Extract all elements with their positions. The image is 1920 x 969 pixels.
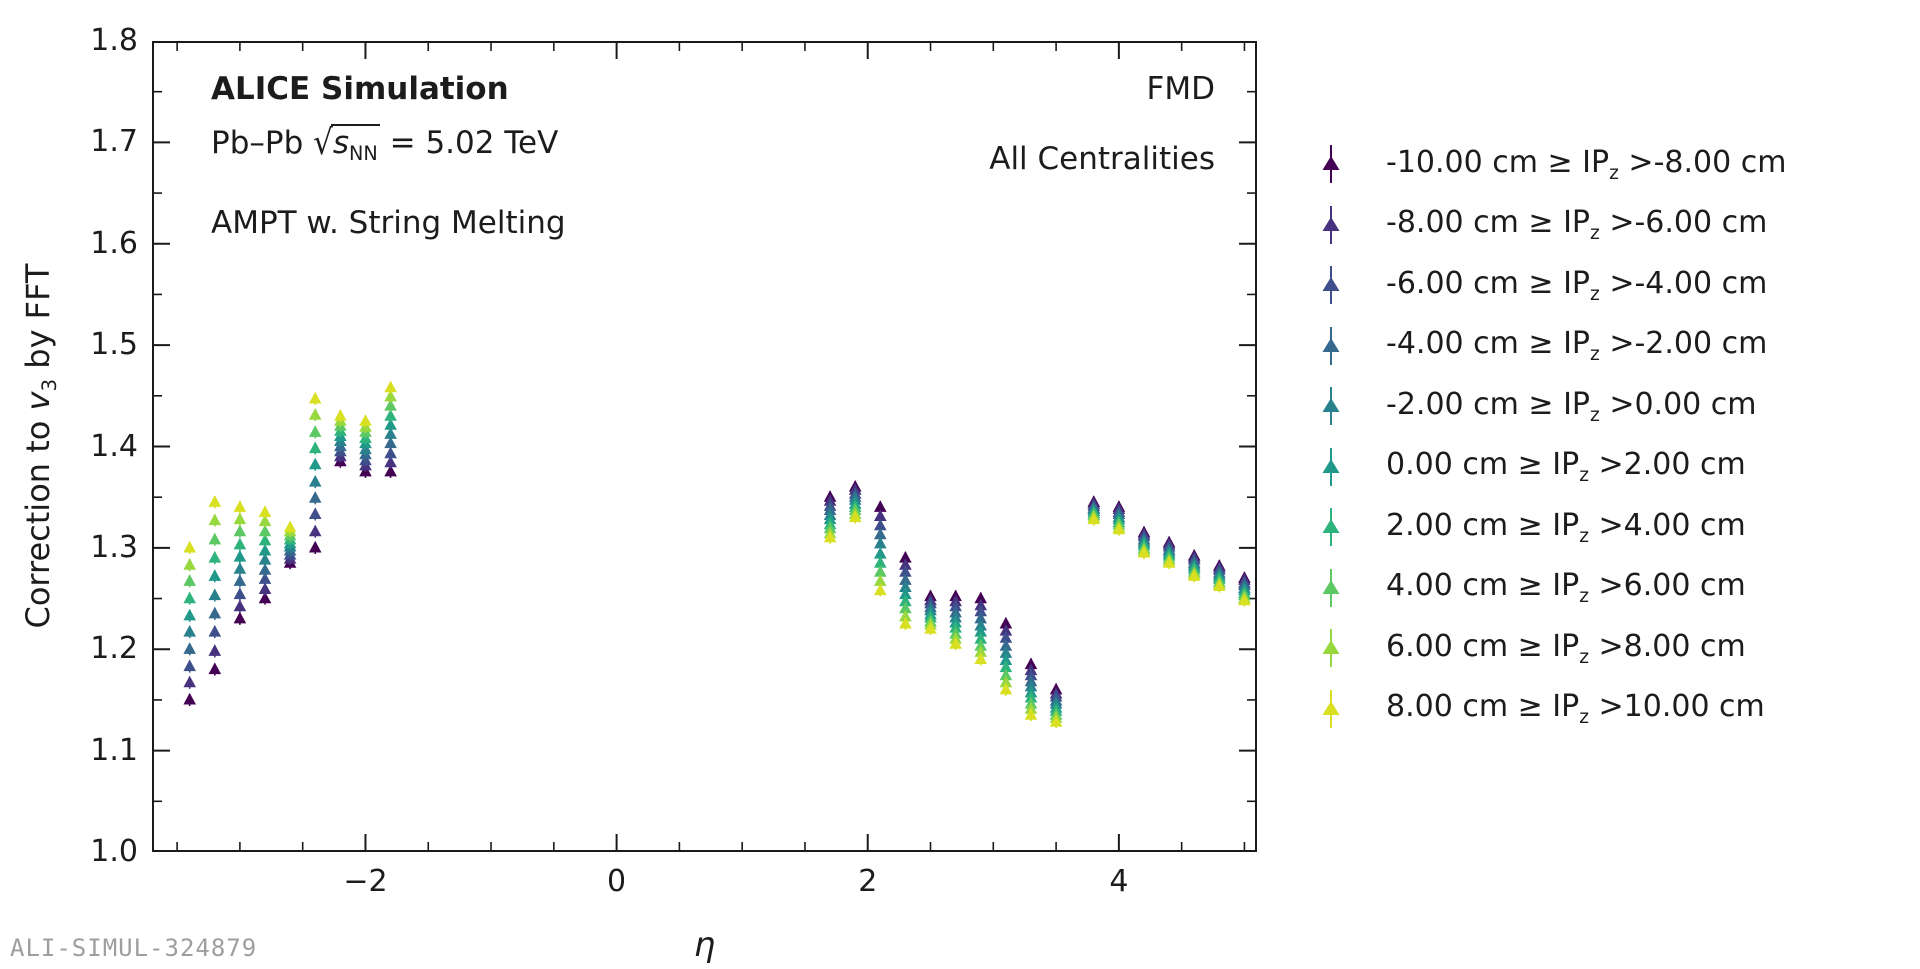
legend-marker-icon — [1322, 689, 1340, 728]
legend-marker-icon — [1322, 205, 1340, 244]
eta-cluster — [384, 380, 397, 478]
eta-cluster — [359, 414, 372, 478]
legend-marker-icon — [1322, 447, 1340, 486]
figure-id-watermark: ALI-SIMUL-324879 — [10, 934, 258, 962]
y-tick-label: 1.3 — [90, 529, 138, 565]
legend-item: -10.00 cm ≥ IPz >-8.00 cm — [1318, 134, 1786, 195]
y-tick-label: 1.6 — [90, 225, 138, 261]
legend-item-label: 6.00 cm ≥ IPz >8.00 cm — [1386, 628, 1746, 668]
legend-marker-icon — [1322, 508, 1340, 547]
collision-system-label: Pb–Pb √sNN = 5.02 TeV — [211, 122, 559, 166]
system-suffix: = 5.02 TeV — [379, 125, 559, 161]
eta-cluster — [1087, 495, 1101, 526]
eta-cluster — [899, 551, 912, 630]
y-tick-label: 1.2 — [90, 631, 138, 667]
eta-cluster — [924, 589, 937, 636]
eta-cluster — [1024, 657, 1038, 722]
legend-item: -6.00 cm ≥ IPz >-4.00 cm — [1318, 255, 1786, 316]
x-tick-label: −2 — [343, 864, 388, 899]
plot-canvas — [152, 41, 1257, 852]
y-axis-label-suffix: by FFT — [18, 263, 57, 379]
y-axis-variable: v — [18, 391, 57, 411]
eta-cluster — [283, 520, 297, 570]
eta-cluster — [1112, 500, 1126, 536]
eta-cluster — [308, 391, 322, 554]
eta-cluster — [1162, 535, 1176, 570]
eta-cluster — [258, 505, 272, 605]
legend-item-label: -2.00 cm ≥ IPz >0.00 cm — [1386, 386, 1757, 426]
legend-item: 8.00 cm ≥ IPz >10.00 cm — [1318, 679, 1786, 740]
legend-item-label: -10.00 cm ≥ IPz >-8.00 cm — [1386, 144, 1787, 184]
eta-cluster — [823, 490, 837, 544]
model-label: AMPT w. String Melting — [211, 205, 566, 241]
x-tick-label: 0 — [607, 864, 627, 899]
x-tick-label: 2 — [858, 864, 878, 899]
y-tick-label: 1.0 — [90, 834, 138, 869]
eta-cluster — [949, 589, 962, 651]
y-tick-label: 1.5 — [90, 327, 138, 363]
eta-cluster — [233, 500, 247, 625]
y-tick-label: 1.7 — [90, 124, 138, 160]
legend-item: -2.00 cm ≥ IPz >0.00 cm — [1318, 376, 1786, 437]
y-tick-label: 1.4 — [90, 428, 138, 464]
system-prefix: Pb–Pb — [211, 125, 314, 161]
eta-cluster — [1213, 559, 1226, 593]
legend-marker-icon — [1322, 387, 1340, 426]
legend-marker-icon — [1322, 629, 1340, 668]
legend-item: 6.00 cm ≥ IPz >8.00 cm — [1318, 618, 1786, 679]
y-axis-label: Correction to v3 by FFT — [19, 264, 61, 629]
eta-cluster — [874, 500, 887, 597]
plot-frame — [152, 41, 1257, 852]
legend-marker-icon — [1322, 326, 1340, 365]
legend-item-label: -4.00 cm ≥ IPz >-2.00 cm — [1386, 326, 1768, 366]
y-axis-variable-sub: 3 — [38, 378, 62, 392]
detector-label: FMD — [1146, 71, 1215, 107]
legend-item-label: 4.00 cm ≥ IPz >6.00 cm — [1386, 568, 1746, 608]
legend-item-label: 8.00 cm ≥ IPz >10.00 cm — [1386, 689, 1765, 729]
x-tick-label: 4 — [1109, 864, 1129, 899]
centrality-label: All Centralities — [989, 141, 1215, 177]
sqrt-symbol: √ — [313, 122, 333, 164]
eta-cluster — [848, 480, 862, 524]
y-tick-label: 1.1 — [90, 732, 138, 768]
eta-cluster — [1187, 549, 1201, 583]
sqrt-radicand: sNN — [330, 124, 380, 166]
legend-item-label: 0.00 cm ≥ IPz >2.00 cm — [1386, 447, 1746, 487]
eta-cluster — [974, 591, 987, 666]
legend-marker-icon — [1322, 568, 1340, 607]
legend-item-label: 2.00 cm ≥ IPz >4.00 cm — [1386, 507, 1746, 547]
legend-marker-icon — [1322, 266, 1340, 305]
x-axis-label: η — [693, 925, 716, 965]
legend-item: 2.00 cm ≥ IPz >4.00 cm — [1318, 497, 1786, 558]
eta-cluster — [1238, 571, 1251, 607]
y-tick-label: 1.8 — [90, 23, 138, 58]
eta-cluster — [1049, 682, 1063, 729]
sqrt-s: s — [332, 125, 350, 161]
eta-cluster — [999, 616, 1013, 696]
legend: -10.00 cm ≥ IPz >-8.00 cm -8.00 cm ≥ IPz … — [1318, 134, 1786, 739]
legend-item: 4.00 cm ≥ IPz >6.00 cm — [1318, 558, 1786, 619]
sqrt-s-sub: NN — [349, 142, 378, 166]
legend-item-label: -8.00 cm ≥ IPz >-6.00 cm — [1386, 205, 1768, 245]
y-axis-label-text: Correction to — [18, 410, 57, 629]
eta-cluster — [208, 495, 222, 676]
legend-marker-icon — [1322, 145, 1340, 184]
legend-item-label: -6.00 cm ≥ IPz >-4.00 cm — [1386, 265, 1768, 305]
legend-item: -4.00 cm ≥ IPz >-2.00 cm — [1318, 316, 1786, 377]
eta-cluster — [183, 540, 196, 706]
legend-item: -8.00 cm ≥ IPz >-6.00 cm — [1318, 195, 1786, 256]
legend-item: 0.00 cm ≥ IPz >2.00 cm — [1318, 437, 1786, 498]
axis-ticks — [154, 41, 1255, 852]
eta-cluster — [334, 409, 347, 468]
experiment-title: ALICE Simulation — [211, 71, 509, 107]
eta-cluster — [1137, 525, 1151, 559]
